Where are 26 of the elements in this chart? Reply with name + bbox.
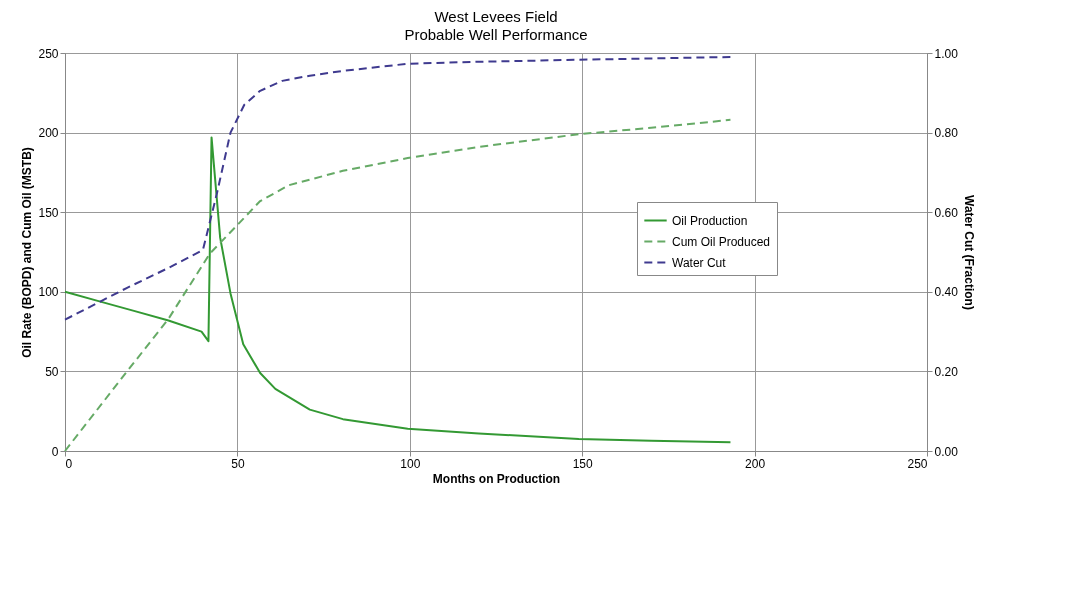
x-tick-label: 150 [572, 456, 594, 471]
y-tick-label: 0 [51, 444, 59, 459]
y2-axis-title: Water Cut (Fraction) [961, 195, 976, 310]
y2-tick-label: 0.40 [934, 285, 959, 300]
y2-tick-label: 1.00 [934, 46, 959, 61]
x-tick-label: 0 [65, 456, 73, 471]
y-tick-label: 50 [45, 364, 59, 379]
x-tick-label: 50 [231, 456, 245, 471]
y-tick-label: 150 [38, 205, 59, 220]
y2-tick-label: 0.80 [934, 126, 959, 141]
y2-tick-label: 0.20 [934, 364, 959, 379]
y-tick-label: 250 [38, 46, 59, 61]
x-tick-label: 100 [400, 456, 421, 471]
x-tick-label: 200 [745, 456, 766, 471]
x-axis-title: Months on Production [432, 471, 561, 486]
y-tick-label: 200 [38, 126, 59, 141]
legend-label: Cum Oil Produced [672, 234, 771, 249]
x-tick-label: 250 [907, 456, 928, 471]
chart-title: West Levees Field [434, 8, 558, 25]
legend-label: Water Cut [672, 255, 727, 270]
chart-subtitle: Probable Well Performance [404, 26, 588, 43]
y-axis-title: Oil Rate (BOPD) and Cum Oil (MSTB) [20, 147, 35, 358]
legend-label: Oil Production [672, 213, 748, 228]
y-tick-label: 100 [38, 285, 59, 300]
y2-tick-label: 0.60 [934, 205, 959, 220]
y2-tick-label: 0.00 [934, 444, 959, 459]
